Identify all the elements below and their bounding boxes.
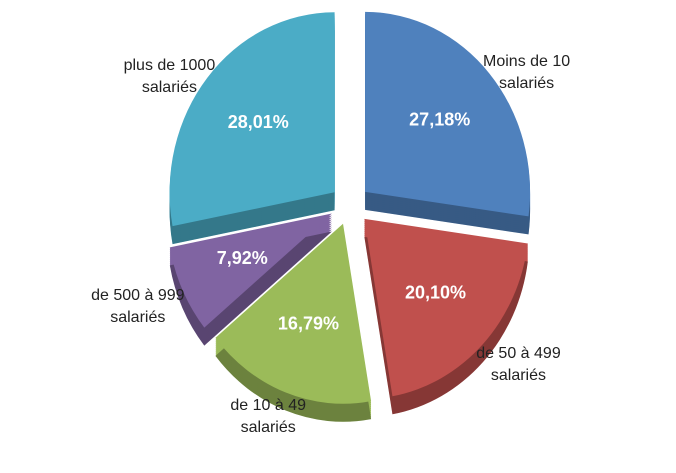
value-label: 7,92% xyxy=(217,248,268,268)
slice-top xyxy=(365,11,531,217)
slice-top xyxy=(169,213,332,328)
category-label: Moins de 10 salariés xyxy=(483,53,571,93)
slice xyxy=(169,12,335,245)
slice-top xyxy=(364,218,528,397)
slice xyxy=(215,223,372,422)
value-label: 16,79% xyxy=(278,314,339,334)
slice xyxy=(365,11,531,235)
slice-top xyxy=(169,12,335,227)
category-label: de 500 à 999 salariés xyxy=(91,286,185,326)
value-label: 20,10% xyxy=(405,283,466,303)
category-label: de 10 à 49 salariés xyxy=(230,397,307,437)
value-label: 28,01% xyxy=(228,112,289,132)
value-label: 27,18% xyxy=(409,110,470,130)
slice xyxy=(169,213,332,346)
slice-top xyxy=(215,223,372,404)
category-label: plus de 1000 salariés xyxy=(123,57,216,97)
category-label: de 50 à 499 salariés xyxy=(476,345,561,385)
slice xyxy=(364,218,528,415)
